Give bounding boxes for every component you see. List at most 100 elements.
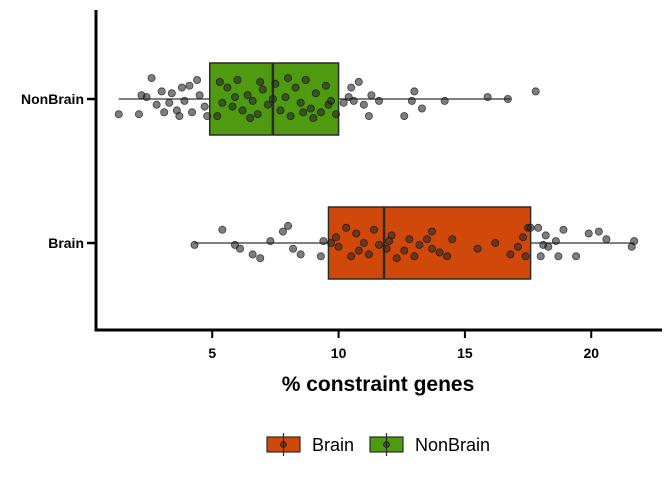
data-point xyxy=(407,96,416,105)
data-point xyxy=(410,252,419,261)
data-point xyxy=(400,112,409,121)
data-point xyxy=(428,244,437,253)
data-point xyxy=(253,110,262,119)
data-point xyxy=(248,250,257,259)
y-tick-label: NonBrain xyxy=(21,91,84,107)
data-point xyxy=(160,108,169,117)
data-point xyxy=(536,252,545,261)
data-point xyxy=(236,244,245,253)
data-point xyxy=(367,91,376,100)
data-point xyxy=(534,223,543,232)
data-point xyxy=(258,85,267,94)
legend: Brain NonBrain xyxy=(266,433,490,456)
data-point xyxy=(551,237,560,246)
data-point xyxy=(243,91,252,100)
data-point xyxy=(503,95,512,104)
data-point xyxy=(233,76,242,85)
legend-key-point xyxy=(280,441,287,448)
data-point xyxy=(385,237,394,246)
data-point xyxy=(157,87,166,96)
legend-label: NonBrain xyxy=(415,435,490,455)
data-point xyxy=(332,233,341,242)
data-point xyxy=(188,108,197,117)
data-point xyxy=(410,87,419,96)
data-point xyxy=(506,250,515,259)
data-point xyxy=(423,235,432,244)
data-point xyxy=(435,248,444,257)
data-point xyxy=(147,74,156,83)
data-point xyxy=(195,91,204,100)
data-point xyxy=(369,225,378,234)
data-point xyxy=(349,96,358,105)
data-point xyxy=(266,237,275,246)
legend-key-point xyxy=(383,441,390,448)
data-point xyxy=(175,112,184,121)
data-point xyxy=(541,231,550,240)
data-point xyxy=(428,227,437,236)
series-brain xyxy=(190,206,639,280)
data-point xyxy=(544,242,553,251)
data-point xyxy=(354,246,363,255)
data-point xyxy=(165,98,174,107)
data-point xyxy=(319,237,328,246)
x-tick-label: 10 xyxy=(331,345,347,361)
data-point xyxy=(203,112,212,121)
data-point xyxy=(193,76,202,85)
data-point xyxy=(248,96,257,105)
data-point xyxy=(359,100,368,109)
data-point xyxy=(417,104,426,113)
data-point xyxy=(342,223,351,232)
x-ticks: 5 10 15 20 xyxy=(208,331,599,361)
data-point xyxy=(278,227,287,236)
data-point xyxy=(289,244,298,253)
data-point xyxy=(134,110,143,119)
data-point xyxy=(324,100,333,109)
data-point xyxy=(291,83,300,92)
data-point xyxy=(284,74,293,83)
data-point xyxy=(152,100,161,109)
data-point xyxy=(513,242,522,251)
data-point xyxy=(296,98,305,107)
legend-item-brain: Brain xyxy=(266,433,354,456)
y-ticks: NonBrain Brain xyxy=(21,91,95,251)
data-point xyxy=(114,110,123,119)
data-point xyxy=(246,114,255,123)
data-point xyxy=(301,76,310,85)
data-point xyxy=(321,81,330,90)
plot-area xyxy=(114,62,639,280)
data-point xyxy=(521,252,530,261)
data-point xyxy=(491,238,500,247)
data-point xyxy=(200,102,209,111)
data-point xyxy=(215,77,224,86)
data-point xyxy=(374,240,383,249)
data-point xyxy=(332,110,341,119)
data-point xyxy=(268,95,277,104)
axes xyxy=(94,10,662,332)
data-point xyxy=(364,250,373,259)
data-point xyxy=(167,89,176,98)
legend-item-nonbrain: NonBrain xyxy=(369,433,490,456)
data-point xyxy=(286,112,295,121)
data-point xyxy=(137,91,146,100)
data-point xyxy=(354,77,363,86)
data-point xyxy=(519,233,528,242)
data-point xyxy=(347,252,356,261)
data-point xyxy=(228,102,237,111)
data-point xyxy=(256,254,265,263)
data-point xyxy=(185,81,194,90)
data-point xyxy=(334,242,343,251)
data-point xyxy=(218,98,227,107)
data-point xyxy=(190,240,199,249)
data-point xyxy=(339,98,348,107)
data-point xyxy=(281,93,290,102)
data-point xyxy=(630,237,639,246)
data-point xyxy=(213,112,222,121)
data-point xyxy=(177,83,186,92)
data-point xyxy=(326,238,335,247)
data-point xyxy=(223,83,232,92)
y-tick-label: Brain xyxy=(48,235,84,251)
data-point xyxy=(347,83,356,92)
data-point xyxy=(296,250,305,259)
data-point xyxy=(180,96,189,105)
